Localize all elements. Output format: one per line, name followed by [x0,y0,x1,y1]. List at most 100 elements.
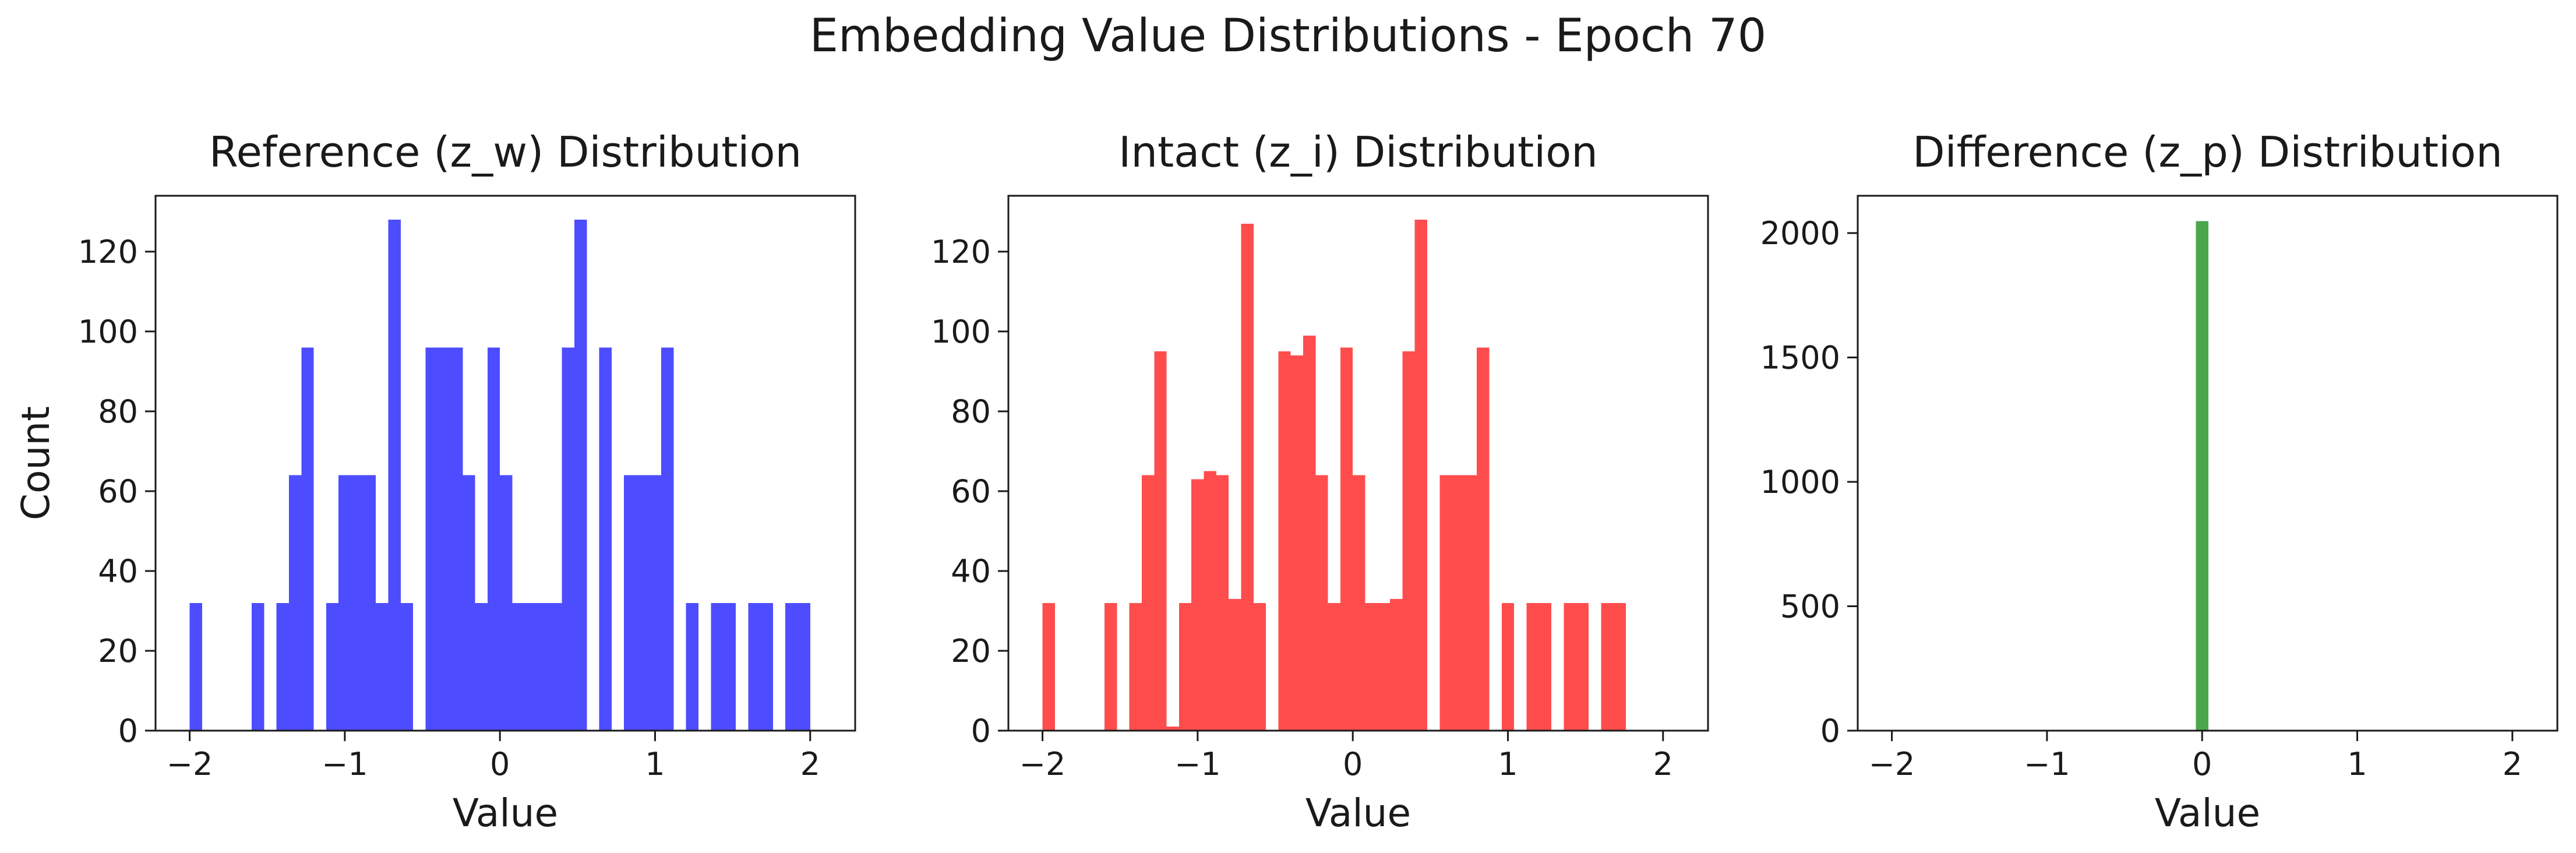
histogram-bar [326,602,339,731]
histogram-bar [400,602,414,731]
histogram-bar [1104,602,1117,731]
histogram-bar [1464,475,1477,731]
x-tick-label: 0 [2192,746,2212,782]
histogram-bar [1216,475,1229,731]
y-tick-label: 60 [98,473,138,510]
histogram-bar [1501,602,1515,731]
y-tick-label: 120 [78,234,138,270]
histogram-bar [1178,602,1192,731]
subplot-title: Intact (z_i) Distribution [1118,128,1598,177]
histogram-bar [301,347,314,731]
plot-frame [1857,195,2559,732]
histogram-bar [1564,602,1576,731]
histogram-bar [624,475,637,731]
histogram-bar [549,602,562,731]
y-tick-label: 20 [98,633,138,669]
histogram-bar [512,602,525,731]
histogram-bar [189,602,202,731]
histogram-bar [748,602,761,731]
y-tick-label: 60 [951,473,991,510]
x-tick-label: 0 [490,746,510,782]
figure-title: Embedding Value Distributions - Epoch 70 [810,10,1767,62]
histogram-bar [785,602,798,731]
y-tick-label: 0 [118,713,138,749]
histogram-bar [1290,355,1303,731]
y-tick-label: 100 [931,313,991,350]
y-tick-label: 0 [971,713,991,749]
histogram-bar [1241,223,1254,731]
histogram-bar [1253,602,1266,731]
histogram-bar [1576,602,1589,731]
histogram-bar [562,347,574,731]
y-tick-label: 80 [98,393,138,430]
histogram-bar [686,602,699,731]
histogram-bar [1538,602,1552,731]
y-tick-label: 1000 [1760,464,1840,500]
histogram-bar [450,347,463,731]
histogram-bar [1601,602,1614,731]
histogram-bar [1414,220,1427,731]
histogram-bar [648,475,662,731]
histogram-bar [500,475,513,731]
y-tick-label: 40 [951,553,991,590]
histogram-bar [599,347,612,731]
y-tick-label: 2000 [1760,215,1840,252]
histogram-bar [463,475,475,731]
histogram-bars [1042,220,1626,731]
histogram-bar [797,602,810,731]
histogram-bar [437,347,450,731]
x-tick-label: −1 [322,746,368,782]
histogram-bar [1303,335,1316,731]
subplot-title: Reference (z_w) Distribution [209,128,802,177]
plot-frame [1007,195,1709,732]
x-tick-label: 0 [1343,746,1363,782]
histogram-bar [252,602,264,731]
histogram-bar [537,602,550,731]
histogram-bar [276,602,290,731]
histogram-bar [475,602,488,731]
histogram-bar [661,347,674,731]
histogram-bars [189,220,810,731]
x-tick-label: 1 [645,746,665,782]
histogram-bar [1340,347,1353,731]
x-tick-label: 2 [2503,746,2522,782]
x-tick-label: 2 [1653,746,1673,782]
histogram-bar [1191,479,1204,731]
histogram-bar [338,475,351,731]
histogram-bar [2196,221,2208,731]
y-tick-label: 20 [951,633,991,669]
histogram-bar [1142,475,1155,731]
x-tick-label: −2 [167,746,213,782]
subplot-3: −2 −1 0 1 2 0 500 1000 1500 2000 Difference (z_p) … [1760,128,2559,836]
y-tick-label: 1500 [1760,340,1840,376]
histogram-bar [388,220,401,731]
histogram-bar [524,602,538,731]
x-tick-label: −1 [1174,746,1221,782]
histogram-bar [1452,475,1465,731]
histogram-bar [1613,602,1626,731]
x-tick-label: −2 [1019,746,1066,782]
histogram-bar [711,602,724,731]
histogram-bar [1439,475,1452,731]
x-axis-label: Value [1305,791,1411,836]
histogram-bar [1377,602,1391,731]
x-tick-label: 2 [800,746,820,782]
histogram-bar [351,475,364,731]
histogram-bar [1229,598,1241,731]
histogram-bar [363,475,376,731]
histogram-bar [1353,475,1365,731]
histogram-bar [1166,727,1179,731]
histogram-bar [1390,598,1403,731]
histogram-bar [1526,602,1539,731]
histogram-bar [1477,347,1490,731]
histogram-bar [1402,351,1415,731]
histogram-bar [1278,351,1291,731]
histogram-bar [760,602,773,731]
histogram-bar [1315,475,1328,731]
histogram-bar [1328,602,1340,731]
histogram-bar [425,347,438,731]
